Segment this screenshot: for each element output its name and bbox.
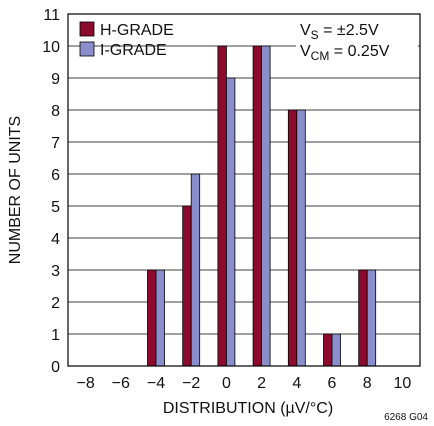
bar-i-grade-i-1 [190,173,201,367]
x-tick-label: 8 [363,375,372,392]
bar-i-grade-i-0 [155,269,165,367]
bars [147,45,377,367]
y-tick-labels: 0 1 2 3 4 5 6 7 8 9 10 11 [42,7,60,376]
y-tick-label: 9 [51,71,60,88]
x-tick-label: −4 [147,375,165,392]
figure-number: 6268 G04 [384,412,428,423]
legend-label-i-grade: I-GRADE [100,42,167,59]
y-tick-label: 3 [51,263,60,280]
bar-h-grade-h-6 [358,269,368,367]
x-tick-label: 6 [328,375,337,392]
bar-i-grade-i-4 [296,109,306,367]
condition-vcm: VCM = 0.25V [300,43,390,63]
bar-i-grade-i-6 [366,269,377,367]
y-tick-label: 2 [51,295,60,312]
bar-i-grade-i-3 [261,45,271,367]
bar-h-grade-h-1 [182,205,192,367]
x-tick-label: 10 [394,375,412,392]
bar-h-grade-h-4 [287,109,298,367]
bar-i-grade-i-5 [331,333,341,367]
plot-frame [67,13,421,367]
bar-h-grade-h-2 [217,45,227,367]
x-tick-label: −8 [76,375,94,392]
x-tick-labels: −8 −6 −4 −2 0 2 4 6 8 10 [76,375,411,392]
y-tick-label: 5 [51,199,60,216]
x-axis-title: DISTRIBUTION (µV/°C) [163,400,333,417]
bar-h-grade-h-0 [147,269,157,367]
y-tick-label: 10 [42,39,60,56]
y-tick-label: 1 [51,327,60,344]
y-tick-label: 4 [51,231,60,248]
y-tick-label: 0 [51,359,60,376]
y-tick-label: 11 [43,7,60,24]
condition-vs: VS = ±2.5V [300,22,379,42]
bar-h-grade-h-5 [323,333,333,367]
legend: H-GRADE I-GRADE [79,21,174,59]
y-tick-label: 8 [51,103,60,120]
x-tick-label: −2 [182,375,200,392]
x-tick-label: 2 [257,375,266,392]
conditions-background [296,16,418,66]
bar-h-grade-h-3 [252,45,263,367]
x-tick-label: 0 [222,375,231,392]
conditions-note: VS = ±2.5V VCM = 0.25V [296,16,418,66]
y-tick-label: 7 [51,135,60,152]
legend-swatch-h-grade [79,21,95,37]
bar-i-grade-i-2 [225,77,236,367]
y-tick-label: 6 [51,167,60,184]
x-tick-label: −6 [112,375,130,392]
legend-label-h-grade: H-GRADE [100,22,174,39]
legend-swatch-i-grade [79,41,95,57]
x-tick-label: 4 [292,375,301,392]
y-axis-title: NUMBER OF UNITS [7,116,24,264]
